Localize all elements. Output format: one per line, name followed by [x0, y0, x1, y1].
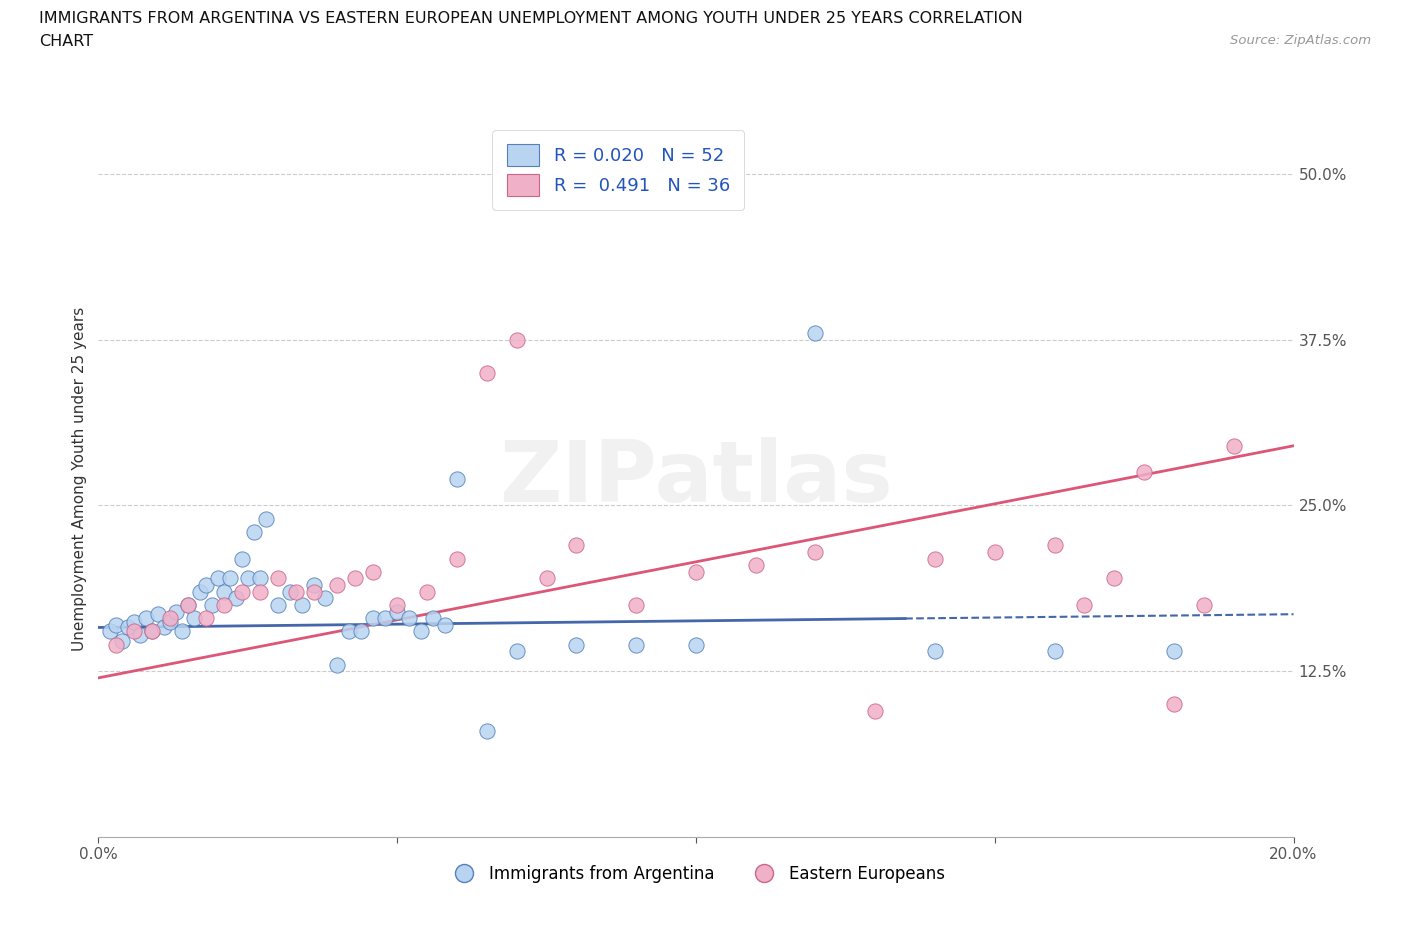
Point: [231, 584, 253, 599]
Text: CHART: CHART: [39, 34, 93, 49]
Point: [374, 611, 396, 626]
Point: [1073, 597, 1095, 612]
Point: [565, 538, 588, 552]
Point: [416, 584, 439, 599]
Text: ZIPatlas: ZIPatlas: [499, 437, 893, 521]
Point: [111, 633, 134, 648]
Point: [141, 624, 163, 639]
Point: [267, 571, 290, 586]
Point: [207, 571, 229, 586]
Point: [219, 571, 242, 586]
Point: [225, 591, 247, 605]
Point: [291, 597, 314, 612]
Point: [446, 551, 468, 566]
Point: [267, 597, 290, 612]
Point: [249, 571, 271, 586]
Point: [1163, 697, 1185, 711]
Point: [350, 624, 373, 639]
Point: [177, 597, 200, 612]
Point: [254, 512, 277, 526]
Point: [284, 584, 307, 599]
Point: [315, 591, 337, 605]
Point: [105, 637, 128, 652]
Point: [411, 624, 433, 639]
Point: [148, 606, 170, 621]
Point: [153, 620, 176, 635]
Point: [339, 624, 361, 639]
Point: [177, 597, 200, 612]
Point: [124, 615, 146, 630]
Point: [1192, 597, 1215, 612]
Point: [924, 551, 946, 566]
Point: [201, 597, 224, 612]
Point: [804, 326, 827, 340]
Point: [249, 584, 271, 599]
Point: [195, 611, 218, 626]
Y-axis label: Unemployment Among Youth under 25 years: Unemployment Among Youth under 25 years: [72, 307, 87, 651]
Point: [105, 618, 128, 632]
Point: [984, 544, 1007, 559]
Point: [172, 624, 194, 639]
Point: [363, 611, 385, 626]
Point: [1223, 438, 1246, 453]
Point: [434, 618, 457, 632]
Point: [865, 704, 887, 719]
Point: [344, 571, 367, 586]
Point: [1043, 644, 1066, 658]
Point: [236, 571, 259, 586]
Point: [302, 584, 325, 599]
Point: [398, 611, 420, 626]
Point: [1043, 538, 1066, 552]
Point: [326, 578, 349, 592]
Point: [212, 584, 235, 599]
Point: [135, 611, 157, 626]
Point: [506, 332, 529, 347]
Point: [363, 565, 385, 579]
Point: [626, 637, 648, 652]
Point: [804, 544, 827, 559]
Point: [475, 724, 498, 738]
Point: [124, 624, 146, 639]
Point: [685, 637, 707, 652]
Point: [212, 597, 235, 612]
Point: [195, 578, 218, 592]
Point: [243, 525, 266, 539]
Point: [924, 644, 946, 658]
Legend: Immigrants from Argentina, Eastern Europeans: Immigrants from Argentina, Eastern Europ…: [440, 858, 952, 889]
Point: [1104, 571, 1126, 586]
Point: [165, 604, 187, 619]
Point: [183, 611, 205, 626]
Point: [626, 597, 648, 612]
Point: [278, 584, 301, 599]
Point: [385, 597, 409, 612]
Point: [141, 624, 163, 639]
Point: [159, 611, 181, 626]
Point: [1163, 644, 1185, 658]
Point: [536, 571, 558, 586]
Point: [422, 611, 444, 626]
Point: [326, 658, 349, 672]
Point: [745, 558, 768, 573]
Text: Source: ZipAtlas.com: Source: ZipAtlas.com: [1230, 34, 1371, 47]
Point: [506, 644, 529, 658]
Point: [302, 578, 325, 592]
Point: [117, 620, 139, 635]
Point: [188, 584, 211, 599]
Point: [565, 637, 588, 652]
Point: [475, 365, 498, 380]
Point: [159, 615, 181, 630]
Point: [129, 628, 152, 643]
Point: [385, 604, 409, 619]
Point: [446, 472, 468, 486]
Point: [98, 624, 122, 639]
Point: [231, 551, 253, 566]
Point: [1133, 465, 1156, 480]
Text: IMMIGRANTS FROM ARGENTINA VS EASTERN EUROPEAN UNEMPLOYMENT AMONG YOUTH UNDER 25 : IMMIGRANTS FROM ARGENTINA VS EASTERN EUR…: [39, 11, 1024, 26]
Point: [685, 565, 707, 579]
